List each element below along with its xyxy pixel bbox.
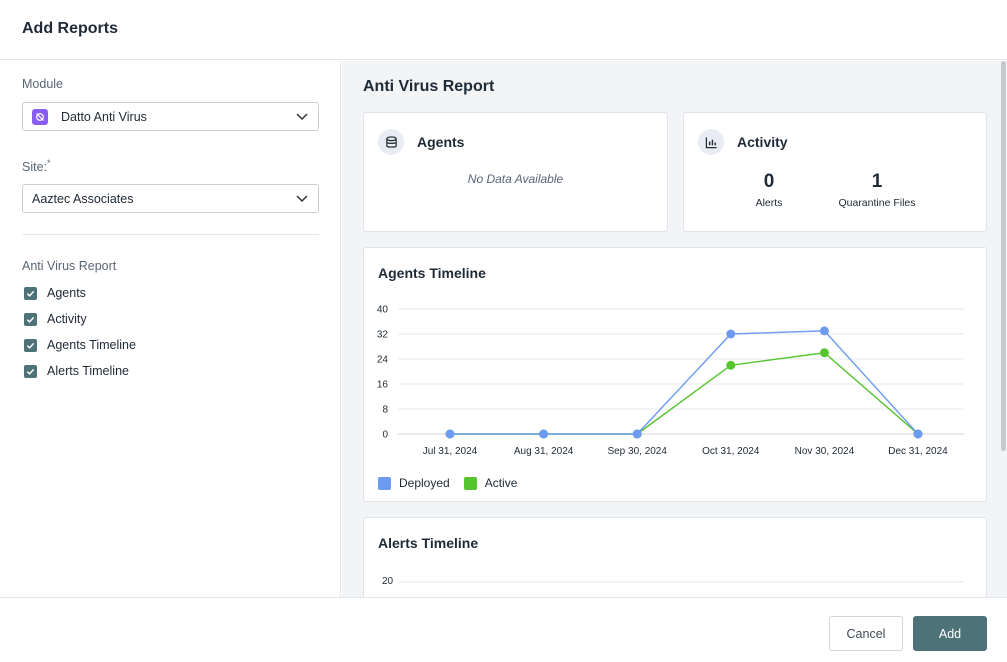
option-alerts-timeline[interactable]: Alerts Timeline xyxy=(24,364,129,378)
agents-timeline-card: Agents Timeline 0 8 16 24 32 40 Jul 31, 2024 Au… xyxy=(363,247,987,502)
y-tick-label: 20 xyxy=(382,576,394,587)
module-select-value: Datto Anti Virus xyxy=(61,109,147,124)
alerts-timeline-chart: 20 xyxy=(382,576,964,587)
legend-label: Deployed xyxy=(399,476,450,490)
legend-item-deployed[interactable]: Deployed xyxy=(378,476,450,490)
no-data-message: No Data Available xyxy=(467,172,564,186)
dialog-title: Add Reports xyxy=(22,20,118,37)
y-tick-label: 0 xyxy=(382,430,388,441)
checkbox-checked-icon[interactable] xyxy=(24,286,37,300)
module-label: Module xyxy=(22,77,63,91)
activity-card-title: Activity xyxy=(737,134,788,150)
checkbox-checked-icon[interactable] xyxy=(24,312,37,326)
legend-item-active[interactable]: Active xyxy=(463,476,518,490)
alerts-timeline-card: Alerts Timeline 20 xyxy=(363,517,987,597)
checkbox-checked-icon[interactable] xyxy=(24,338,37,352)
x-tick-label: Sep 30, 2024 xyxy=(607,446,667,457)
divider xyxy=(22,234,319,235)
report-options-title: Anti Virus Report xyxy=(22,259,117,273)
option-agents[interactable]: Agents xyxy=(24,286,86,300)
antivirus-module-icon xyxy=(32,108,48,125)
option-label: Agents Timeline xyxy=(47,338,136,352)
database-icon xyxy=(378,129,404,155)
agents-timeline-title: Agents Timeline xyxy=(378,265,486,281)
report-preview-pane[interactable]: Anti Virus Report Agents No Data Availab… xyxy=(342,61,1007,597)
agents-card-header: Agents xyxy=(378,129,464,155)
report-settings-pane: Module Datto Anti Virus Site:* Aaztec As… xyxy=(0,61,341,597)
quarantine-files-count: 1 xyxy=(871,171,883,192)
data-point-active xyxy=(819,348,829,358)
y-tick-label: 8 xyxy=(382,405,388,416)
option-activity[interactable]: Activity xyxy=(24,312,87,326)
data-point-deployed xyxy=(632,429,642,439)
y-tick-label: 32 xyxy=(377,330,389,341)
legend-swatch xyxy=(463,476,477,490)
quarantine-files-stat: 1 Quarantine Files xyxy=(827,171,927,209)
option-label: Activity xyxy=(47,312,87,326)
option-agents-timeline[interactable]: Agents Timeline xyxy=(24,338,136,352)
activity-card-header: Activity xyxy=(698,129,788,155)
scrollbar-thumb[interactable] xyxy=(1001,61,1006,451)
data-point-deployed xyxy=(913,429,923,439)
agents-card: Agents No Data Available xyxy=(363,112,668,232)
site-select[interactable]: Aaztec Associates xyxy=(22,184,319,213)
add-button[interactable]: Add xyxy=(913,616,987,651)
x-tick-label: Jul 31, 2024 xyxy=(423,446,478,457)
alerts-stat: 0 Alerts xyxy=(739,171,799,209)
agents-card-title: Agents xyxy=(417,134,465,150)
cancel-button[interactable]: Cancel xyxy=(829,616,903,651)
chevron-down-icon xyxy=(296,113,308,121)
alerts-label: Alerts xyxy=(755,197,783,209)
dialog-footer: Cancel Add xyxy=(0,597,1007,662)
y-tick-label: 24 xyxy=(377,355,389,366)
report-title: Anti Virus Report xyxy=(363,78,495,95)
series-line-deployed xyxy=(450,330,919,435)
data-point-active xyxy=(726,360,736,370)
option-label: Agents xyxy=(47,286,86,300)
legend-label: Active xyxy=(484,476,518,490)
data-point-deployed xyxy=(539,429,549,439)
alerts-count: 0 xyxy=(763,171,775,192)
site-label: Site:* xyxy=(22,158,51,175)
data-point-deployed xyxy=(726,329,736,339)
x-tick-label: Oct 31, 2024 xyxy=(702,446,760,457)
x-tick-label: Dec 31, 2024 xyxy=(888,446,948,457)
x-tick-label: Aug 31, 2024 xyxy=(514,446,574,457)
chart-legend: Deployed Active xyxy=(378,476,531,490)
site-select-value: Aaztec Associates xyxy=(32,191,134,206)
quarantine-files-label: Quarantine Files xyxy=(838,197,916,209)
alerts-timeline-title: Alerts Timeline xyxy=(378,535,479,551)
y-tick-label: 16 xyxy=(377,380,389,391)
x-tick-label: Nov 30, 2024 xyxy=(795,446,855,457)
data-point-deployed xyxy=(445,429,455,439)
option-label: Alerts Timeline xyxy=(47,364,129,378)
activity-card: Activity 0 Alerts 1 Quarantine Files xyxy=(683,112,987,232)
agents-timeline-chart: 0 8 16 24 32 40 Jul 31, 2024 Aug 31, 2024 Sep 30… xyxy=(377,305,964,457)
dialog-header: Add Reports xyxy=(0,0,1007,60)
bar-chart-icon xyxy=(698,129,724,155)
legend-swatch xyxy=(378,476,391,490)
checkbox-checked-icon[interactable] xyxy=(24,364,37,378)
series-line-active xyxy=(450,352,919,435)
y-tick-label: 40 xyxy=(377,305,389,316)
data-point-deployed xyxy=(819,326,829,336)
module-select[interactable]: Datto Anti Virus xyxy=(22,102,319,131)
scrollbar[interactable] xyxy=(1000,61,1007,597)
required-marker: * xyxy=(47,158,51,168)
chevron-down-icon xyxy=(296,195,308,203)
